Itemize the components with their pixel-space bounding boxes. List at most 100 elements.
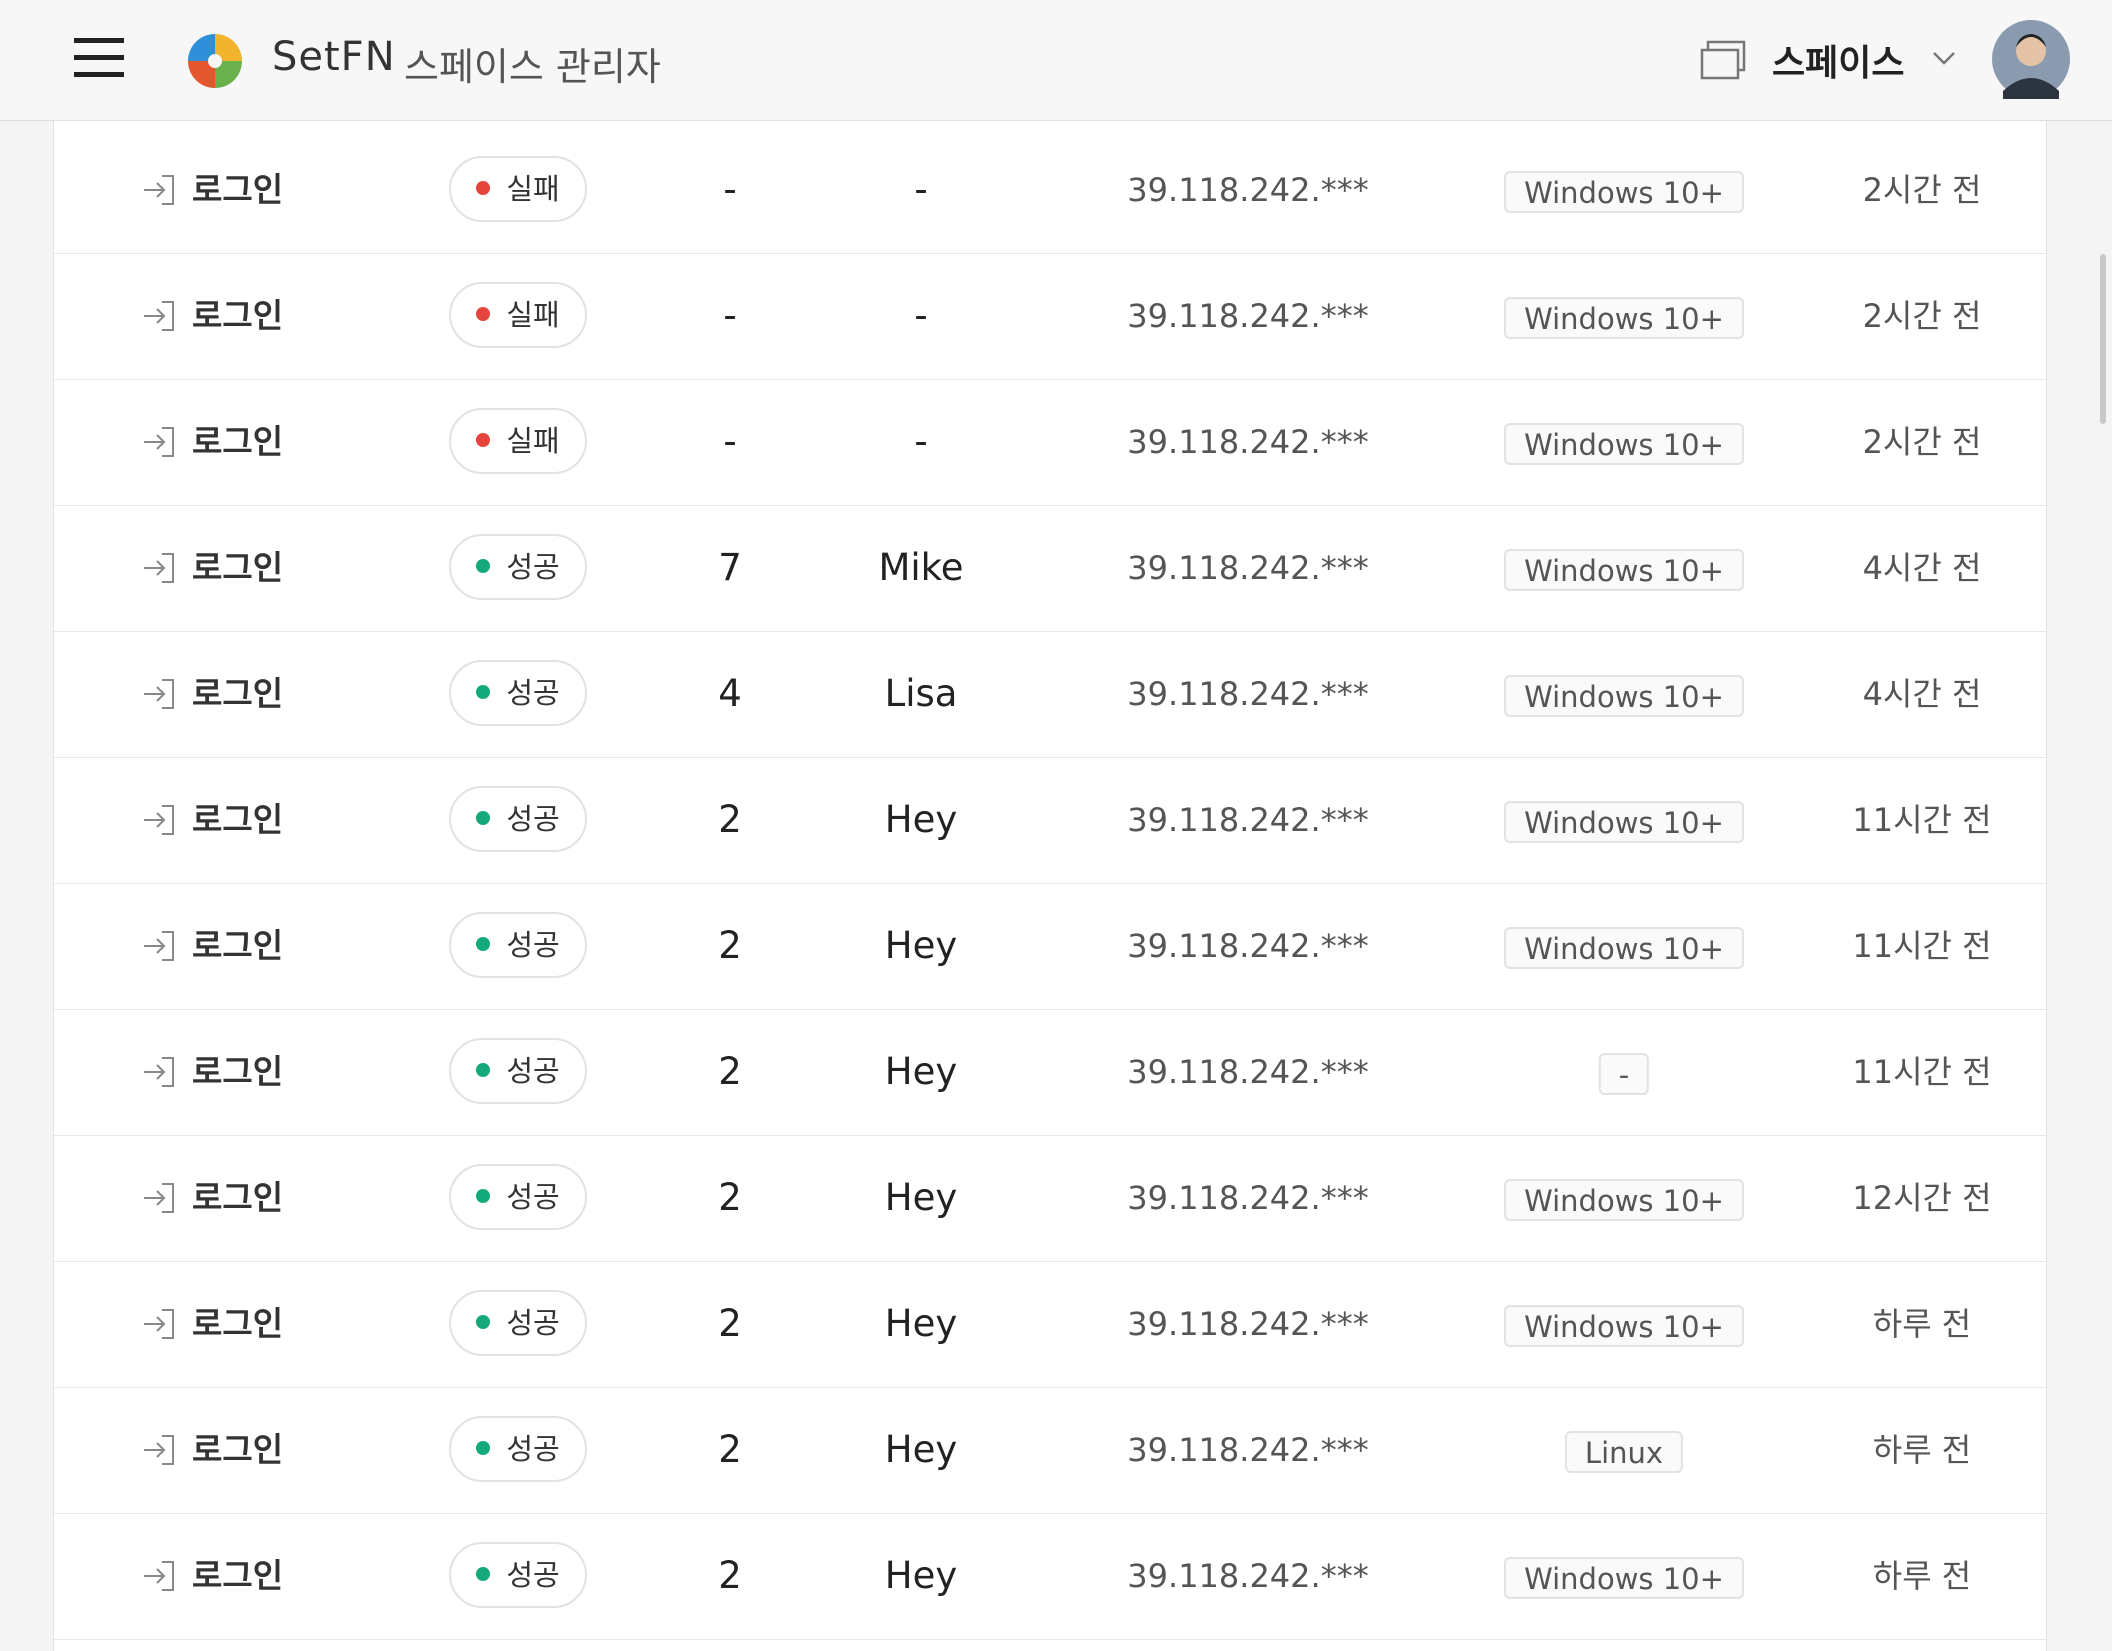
menu-button[interactable] bbox=[74, 38, 124, 78]
status-dot bbox=[476, 307, 491, 321]
status-pill: 성공 bbox=[449, 1542, 587, 1608]
count: 4 bbox=[718, 672, 742, 715]
action: 로그인 bbox=[192, 548, 284, 587]
count: - bbox=[723, 420, 737, 463]
status: 성공 bbox=[506, 1054, 560, 1088]
os-badge: Windows 10+ bbox=[1504, 927, 1744, 969]
status: 성공 bbox=[506, 1432, 560, 1466]
time-ago: 2시간 전 bbox=[1862, 171, 1982, 209]
scrollbar[interactable] bbox=[2100, 254, 2106, 424]
status-pill: 실패 bbox=[449, 282, 587, 348]
status-dot bbox=[476, 433, 491, 447]
status-dot bbox=[476, 685, 491, 699]
ip-address: 39.118.242.*** bbox=[1127, 1557, 1369, 1595]
log-row: 로그인 실패 - - 39.118.242.*** Windows 10+ 2시간 전 bbox=[54, 379, 2046, 506]
log-row: 로그인 성공 2 Hey 39.118.242.*** Windows 10+ 하루 전 bbox=[54, 1513, 2046, 1640]
time-ago: 12시간 전 bbox=[1852, 1179, 1992, 1217]
status: 성공 bbox=[506, 1558, 560, 1592]
user-name: - bbox=[914, 168, 928, 211]
user-name: Hey bbox=[884, 1176, 958, 1219]
login-icon bbox=[144, 1183, 174, 1213]
avatar[interactable] bbox=[1991, 19, 2071, 99]
count: 7 bbox=[718, 546, 742, 589]
status-dot bbox=[476, 1189, 491, 1203]
os-badge: Windows 10+ bbox=[1504, 549, 1744, 591]
user-name: Hey bbox=[884, 924, 958, 967]
status-dot bbox=[476, 1315, 491, 1329]
user-name: Hey bbox=[884, 1554, 958, 1597]
time-ago: 2시간 전 bbox=[1862, 423, 1982, 461]
time-ago: 4시간 전 bbox=[1862, 675, 1982, 713]
count: - bbox=[723, 294, 737, 337]
action: 로그인 bbox=[192, 1556, 284, 1595]
space-selector[interactable]: 스페이스 bbox=[1772, 43, 1905, 84]
user-name: Hey bbox=[884, 798, 958, 841]
ip-address: 39.118.242.*** bbox=[1127, 801, 1369, 839]
action: 로그인 bbox=[192, 800, 284, 839]
status-dot bbox=[476, 1567, 491, 1581]
status: 실패 bbox=[506, 424, 560, 458]
status-pill: 성공 bbox=[449, 1164, 587, 1230]
time-ago: 하루 전 bbox=[1872, 1305, 1972, 1343]
ip-address: 39.118.242.*** bbox=[1127, 927, 1369, 965]
status: 성공 bbox=[506, 550, 560, 584]
action: 로그인 bbox=[192, 1430, 284, 1469]
user-name: Hey bbox=[884, 1050, 958, 1093]
count: - bbox=[723, 168, 737, 211]
os-badge: Windows 10+ bbox=[1504, 1179, 1744, 1221]
status: 성공 bbox=[506, 1180, 560, 1214]
status: 성공 bbox=[506, 676, 560, 710]
count: 2 bbox=[718, 1428, 742, 1471]
time-ago: 2시간 전 bbox=[1862, 297, 1982, 335]
login-icon bbox=[144, 175, 174, 205]
status-pill: 실패 bbox=[449, 408, 587, 474]
login-icon bbox=[144, 301, 174, 331]
time-ago: 11시간 전 bbox=[1852, 927, 1992, 965]
os-badge: Windows 10+ bbox=[1504, 1305, 1744, 1347]
ip-address: 39.118.242.*** bbox=[1127, 297, 1369, 335]
ip-address: 39.118.242.*** bbox=[1127, 549, 1369, 587]
space-icon bbox=[1700, 40, 1746, 80]
count: 2 bbox=[718, 798, 742, 841]
login-icon bbox=[144, 553, 174, 583]
action: 로그인 bbox=[192, 926, 284, 965]
log-row: 로그인 성공 2 Hey 39.118.242.*** Windows 10+ 12시간 전 bbox=[54, 1135, 2046, 1262]
time-ago: 하루 전 bbox=[1872, 1431, 1972, 1469]
status-dot bbox=[476, 181, 491, 195]
status: 성공 bbox=[506, 928, 560, 962]
top-bar: SetFN 스페이스 관리자 스페이스 bbox=[0, 0, 2112, 121]
count: 2 bbox=[718, 1554, 742, 1597]
count: 2 bbox=[718, 1302, 742, 1345]
os-badge: Windows 10+ bbox=[1504, 675, 1744, 717]
log-row: 로그인 성공 2 Hey 39.118.242.*** Linux 하루 전 bbox=[54, 1387, 2046, 1514]
brand[interactable]: SetFN bbox=[272, 34, 396, 80]
log-table: 로그인 실패 - -39.118.242.*** Windows 10+ 2시간 전 로그인… bbox=[53, 120, 2047, 1651]
ip-address: 39.118.242.*** bbox=[1127, 1053, 1369, 1091]
action: 로그인 bbox=[192, 422, 284, 461]
status: 성공 bbox=[506, 802, 560, 836]
status-pill: 성공 bbox=[449, 1038, 587, 1104]
logo[interactable] bbox=[186, 32, 244, 90]
status-dot bbox=[476, 937, 491, 951]
action: 로그인 bbox=[192, 296, 284, 335]
log-row: 로그인 실패 - - 39.118.242.*** Windows 10+ 2시간 전 bbox=[54, 127, 2046, 254]
user-name: - bbox=[914, 294, 928, 337]
user-name: Mike bbox=[878, 546, 964, 589]
status-pill: 성공 bbox=[449, 786, 587, 852]
time-ago: 하루 전 bbox=[1872, 1557, 1972, 1595]
log-row: 로그인 실패 - - 39.118.242.*** Windows 10+ 2시간 전 bbox=[54, 253, 2046, 380]
os-badge: Windows 10+ bbox=[1504, 423, 1744, 465]
log-row: 로그인 성공 7 Mike 39.118.242.*** Windows 10+ 4시간 전 bbox=[54, 505, 2046, 632]
time-ago: 11시간 전 bbox=[1852, 801, 1992, 839]
status: 실패 bbox=[506, 172, 560, 206]
status-pill: 성공 bbox=[449, 1416, 587, 1482]
ip-address: 39.118.242.*** bbox=[1127, 1431, 1369, 1469]
log-row: 로그인 성공 2 Hey 39.118.242.*** Windows 10+ 하루 전 bbox=[54, 1261, 2046, 1388]
dropdown-arrow[interactable] bbox=[1932, 50, 1956, 66]
count: 2 bbox=[718, 924, 742, 967]
ip-address: 39.118.242.*** bbox=[1127, 675, 1369, 713]
status-pill: 성공 bbox=[449, 1290, 587, 1356]
os-badge: - bbox=[1598, 1053, 1650, 1095]
count: 2 bbox=[718, 1050, 742, 1093]
